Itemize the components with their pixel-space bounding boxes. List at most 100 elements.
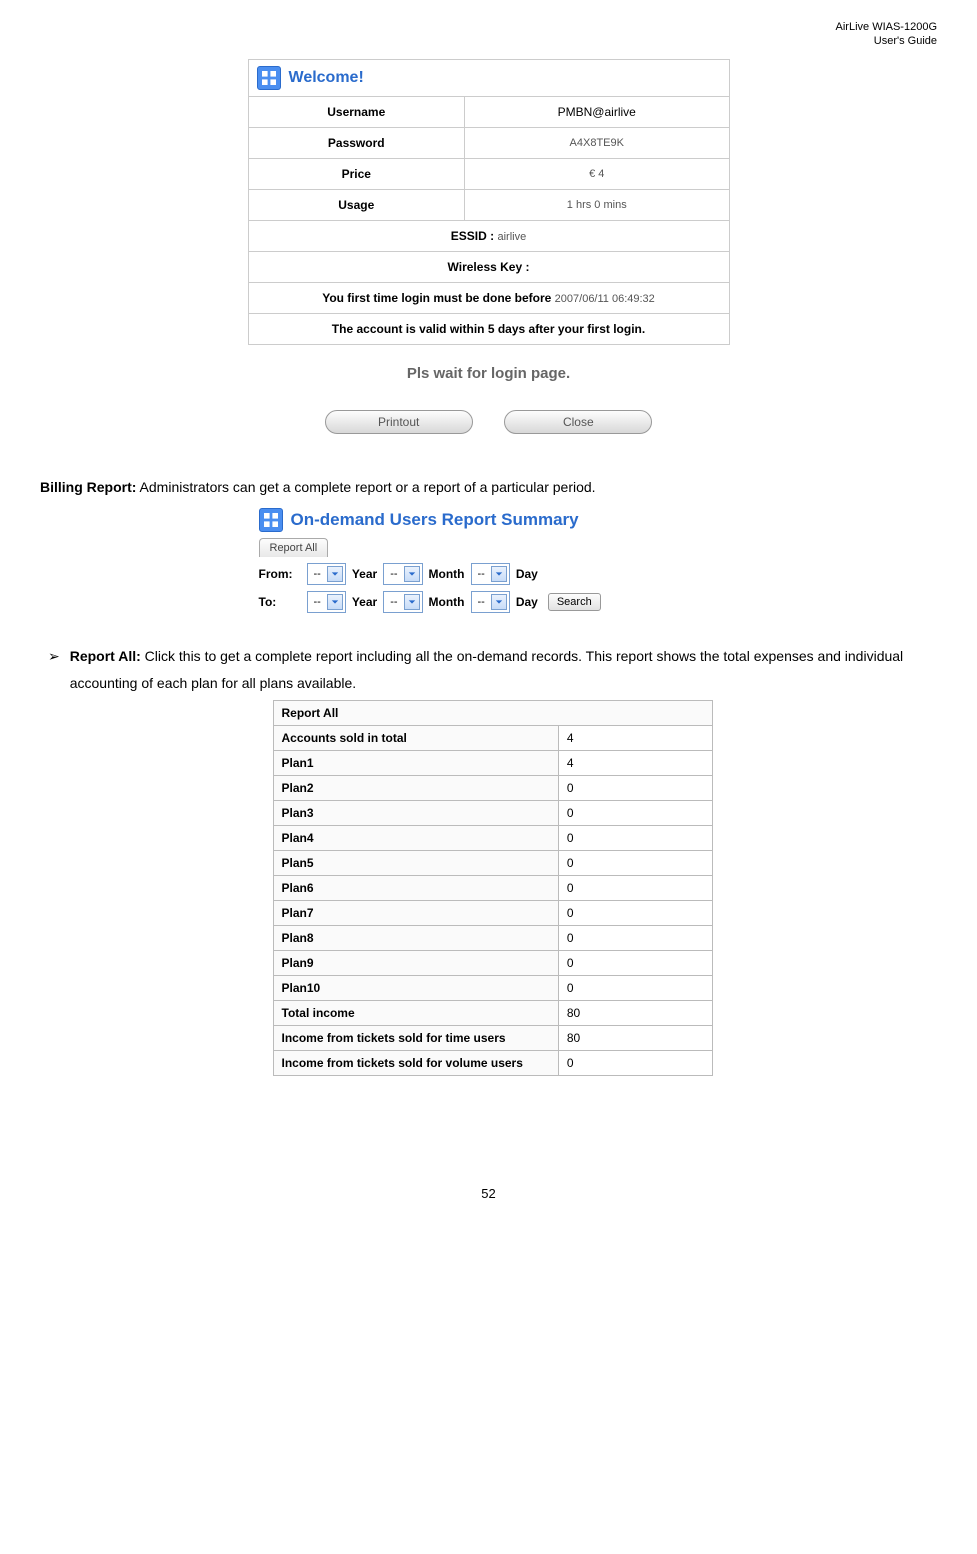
welcome-title: Welcome! xyxy=(289,69,364,87)
table-row: Plan20 xyxy=(273,776,712,801)
cell-label: Plan3 xyxy=(273,801,558,826)
table-row: Accounts sold in total4 xyxy=(273,726,712,751)
to-row: To: -- Year -- Month -- Day Search xyxy=(259,591,719,613)
cell-label: Plan10 xyxy=(273,976,558,1001)
from-row: From: -- Year -- Month -- Day xyxy=(259,563,719,585)
welcome-panel: Welcome! Username PMBN@airlive Password … xyxy=(248,59,730,345)
essid-label: ESSID : xyxy=(451,229,494,243)
welcome-table: Username PMBN@airlive Password A4X8TE9K … xyxy=(249,97,729,344)
chevron-down-icon xyxy=(491,566,507,582)
cell-label: Usage xyxy=(249,189,465,220)
report-all-table: Report All Accounts sold in total4 Plan1… xyxy=(273,700,713,1076)
login-before-row: You first time login must be done before… xyxy=(249,282,729,313)
cell-label: Accounts sold in total xyxy=(273,726,558,751)
table-row: Plan40 xyxy=(273,826,712,851)
report-caption: Report All xyxy=(273,701,712,726)
table-row: Plan80 xyxy=(273,926,712,951)
month-label: Month xyxy=(429,567,465,581)
month-select[interactable]: -- xyxy=(383,563,422,585)
table-row: Plan60 xyxy=(273,876,712,901)
table-row: Plan30 xyxy=(273,801,712,826)
day-select[interactable]: -- xyxy=(471,563,510,585)
essid-value: airlive xyxy=(497,231,526,243)
cell-label: Plan5 xyxy=(273,851,558,876)
cell-value: 80 xyxy=(558,1001,712,1026)
billing-text: Administrators can get a complete report… xyxy=(136,479,595,495)
ondemand-title: On-demand Users Report Summary xyxy=(291,510,579,530)
cell-value: 0 xyxy=(558,801,712,826)
search-button[interactable]: Search xyxy=(548,593,601,611)
day-label: Day xyxy=(516,595,538,609)
printout-button[interactable]: Printout xyxy=(325,410,473,434)
table-row: The account is valid within 5 days after… xyxy=(249,313,729,344)
page-number: 52 xyxy=(40,1186,937,1201)
cell-label: Plan8 xyxy=(273,926,558,951)
ondemand-panel: On-demand Users Report Summary Report Al… xyxy=(259,508,719,613)
cell-label: Income from tickets sold for volume user… xyxy=(273,1051,558,1076)
cell-value: A4X8TE9K xyxy=(465,127,729,158)
grid-icon xyxy=(257,66,281,90)
month-select[interactable]: -- xyxy=(383,591,422,613)
report-all-bold: Report All: xyxy=(70,648,141,664)
cell-label: Plan6 xyxy=(273,876,558,901)
cell-label: Income from tickets sold for time users xyxy=(273,1026,558,1051)
year-select[interactable]: -- xyxy=(307,591,346,613)
report-all-rest: Click this to get a complete report incl… xyxy=(70,648,903,691)
year-select[interactable]: -- xyxy=(307,563,346,585)
report-all-button[interactable]: Report All xyxy=(259,538,329,557)
cell-label: Plan1 xyxy=(273,751,558,776)
cell-label: Plan7 xyxy=(273,901,558,926)
table-row: Plan70 xyxy=(273,901,712,926)
doc-header: AirLive WIAS-1200G User's Guide xyxy=(40,20,937,49)
login-before-label: You first time login must be done before xyxy=(322,291,551,305)
table-row: You first time login must be done before… xyxy=(249,282,729,313)
table-row: Income from tickets sold for volume user… xyxy=(273,1051,712,1076)
cell-label: Password xyxy=(249,127,465,158)
table-row: Plan100 xyxy=(273,976,712,1001)
table-row: Price € 4 xyxy=(249,158,729,189)
valid-row: The account is valid within 5 days after… xyxy=(249,313,729,344)
chevron-down-icon xyxy=(404,566,420,582)
essid-row: ESSID : airlive xyxy=(249,220,729,251)
cell-value: 80 xyxy=(558,1026,712,1051)
cell-value: 4 xyxy=(558,751,712,776)
cell-label: Username xyxy=(249,97,465,128)
table-row: Plan14 xyxy=(273,751,712,776)
login-before-value: 2007/06/11 06:49:32 xyxy=(555,293,655,305)
close-button[interactable]: Close xyxy=(504,410,652,434)
table-row: Income from tickets sold for time users8… xyxy=(273,1026,712,1051)
cell-label: Plan9 xyxy=(273,951,558,976)
cell-value: 0 xyxy=(558,826,712,851)
cell-value: 0 xyxy=(558,951,712,976)
welcome-title-row: Welcome! xyxy=(249,60,729,97)
table-row: Wireless Key : xyxy=(249,251,729,282)
cell-label: Plan4 xyxy=(273,826,558,851)
day-select[interactable]: -- xyxy=(471,591,510,613)
ondemand-title-row: On-demand Users Report Summary xyxy=(259,508,719,532)
report-all-text: Report All: Click this to get a complete… xyxy=(70,643,937,696)
cell-value: 0 xyxy=(558,976,712,1001)
cell-label: Total income xyxy=(273,1001,558,1026)
cell-value: PMBN@airlive xyxy=(465,97,729,128)
to-label: To: xyxy=(259,595,301,609)
chevron-down-icon xyxy=(491,594,507,610)
year-label: Year xyxy=(352,567,377,581)
billing-paragraph: Billing Report: Administrators can get a… xyxy=(40,474,937,501)
grid-icon xyxy=(259,508,283,532)
cell-value: 0 xyxy=(558,926,712,951)
table-row: Total income80 xyxy=(273,1001,712,1026)
table-row: Usage 1 hrs 0 mins xyxy=(249,189,729,220)
report-all-section: ➢ Report All: Click this to get a comple… xyxy=(48,643,937,1076)
table-row: Plan50 xyxy=(273,851,712,876)
table-row: Password A4X8TE9K xyxy=(249,127,729,158)
cell-value: 4 xyxy=(558,726,712,751)
billing-heading: Billing Report: xyxy=(40,479,136,495)
cell-value: 1 hrs 0 mins xyxy=(465,189,729,220)
cell-value: 0 xyxy=(558,1051,712,1076)
table-row: Username PMBN@airlive xyxy=(249,97,729,128)
header-line2: User's Guide xyxy=(874,35,937,47)
wait-text: Pls wait for login page. xyxy=(40,365,937,382)
table-row: ESSID : airlive xyxy=(249,220,729,251)
day-label: Day xyxy=(516,567,538,581)
chevron-down-icon xyxy=(404,594,420,610)
